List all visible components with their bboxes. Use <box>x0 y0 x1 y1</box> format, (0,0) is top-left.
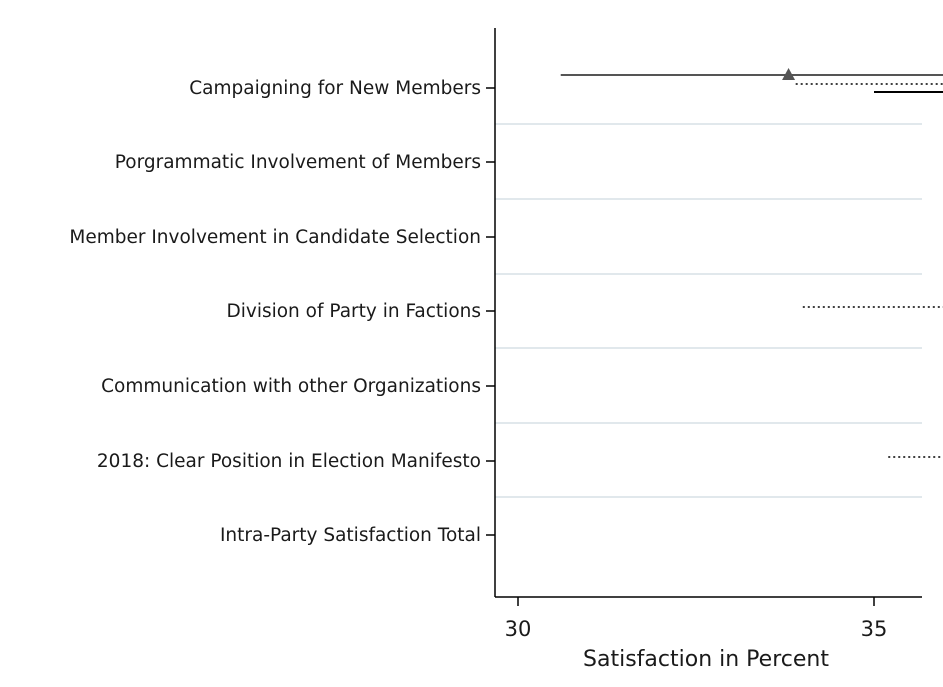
category-label: Communication with other Organizations <box>101 376 481 397</box>
x-tick-labels: 3035404550 <box>505 597 888 641</box>
series-circle <box>874 91 943 93</box>
series-triangle <box>560 68 943 80</box>
x-axis-title: Satisfaction in Percent <box>583 647 829 672</box>
series-square <box>795 83 943 458</box>
point-triangle <box>782 68 796 80</box>
axes <box>494 28 922 598</box>
x-tick-label: 30 <box>505 617 532 641</box>
gridlines <box>495 123 922 498</box>
category-label: Division of Party in Factions <box>226 301 481 322</box>
x-tick-label: 35 <box>861 617 888 641</box>
category-labels: Campaigning for New Members Porgrammatic … <box>69 78 495 546</box>
series <box>560 68 943 458</box>
category-label: Intra-Party Satisfaction Total <box>220 525 481 546</box>
category-label: Porgrammatic Involvement of Members <box>115 152 481 173</box>
category-label: Member Involvement in Candidate Selectio… <box>69 227 481 248</box>
category-label: Campaigning for New Members <box>189 78 481 99</box>
category-label: 2018: Clear Position in Election Manifes… <box>97 451 481 472</box>
